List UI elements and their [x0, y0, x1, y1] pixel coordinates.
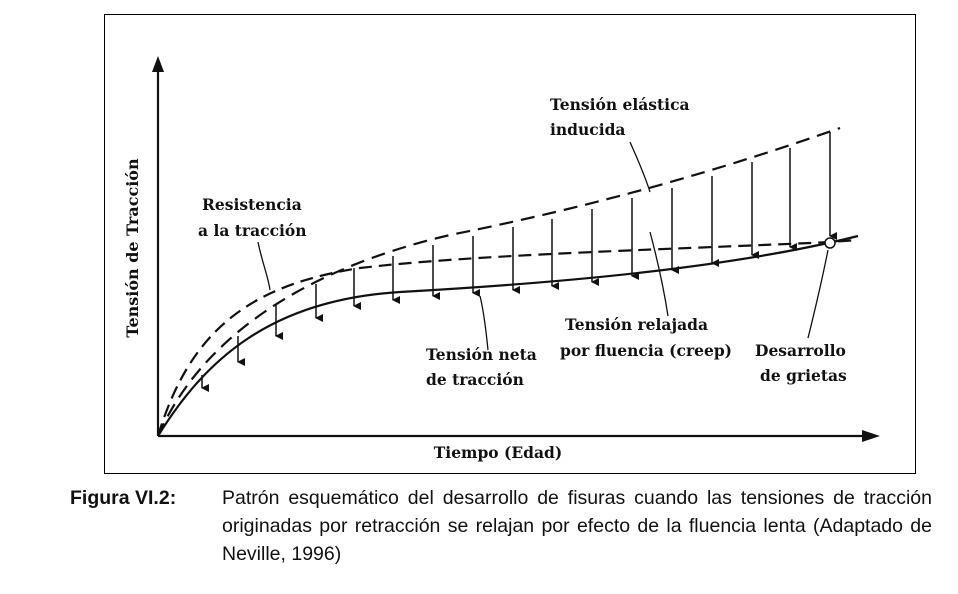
y-axis-label: Tensión de Tracción — [123, 158, 142, 338]
label-resistencia-line1: Resistencia — [202, 195, 302, 214]
relaxation-arrows — [201, 132, 837, 392]
label-neta-line1: Tensión neta — [426, 345, 537, 364]
curve-tension-elastica-inducida — [156, 126, 841, 437]
label-grietas-line1: Desarrollo — [755, 341, 846, 360]
label-relajada-line1: Tensión relajada — [565, 315, 708, 334]
leader-neta — [479, 295, 489, 351]
leader-relajada — [649, 231, 669, 317]
y-axis-arrowhead — [152, 56, 164, 72]
label-neta-line2: de tracción — [426, 370, 524, 389]
crack-development-point — [824, 237, 836, 249]
label-elastica-line1: Tensión elástica — [550, 95, 690, 114]
caption-label: Figura VI.2: — [70, 487, 177, 509]
label-resistencia-line2: a la tracción — [198, 221, 307, 240]
curve-resistencia-traccion — [156, 238, 859, 437]
x-axis-arrowhead — [862, 430, 880, 442]
label-grietas-line2: de grietas — [760, 366, 847, 385]
leader-lines — [257, 141, 829, 351]
leader-elastica — [629, 141, 651, 193]
caption-text: Patrón esquemático del desarrollo de fis… — [222, 487, 932, 565]
label-relajada-line2: por fluencia (creep) — [560, 341, 732, 360]
curve-tension-neta-traccion — [157, 234, 859, 437]
leader-grietas — [807, 249, 829, 339]
x-axis-label: Tiempo (Edad) — [434, 443, 562, 462]
leader-resistencia — [257, 241, 271, 291]
label-elastica-line2: inducida — [550, 120, 625, 139]
